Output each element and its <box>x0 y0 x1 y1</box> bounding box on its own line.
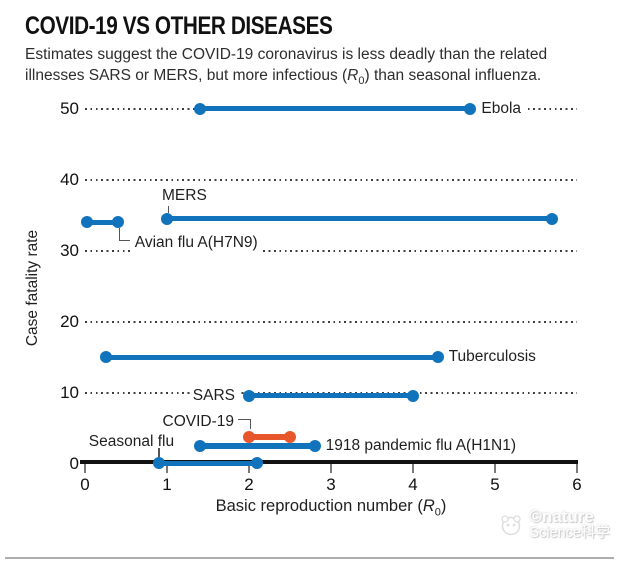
subtitle-line2: illnesses SARS or MERS, but more infecti… <box>25 67 542 88</box>
x-tick-label: 0 <box>80 475 90 494</box>
series-dot-mers-end <box>546 212 559 225</box>
series-line-ebola <box>199 105 471 112</box>
watermark-text: ©nature Science科学 <box>529 508 610 541</box>
label-connector-covid-19 <box>238 419 251 430</box>
series-label-1918-pandemic-flu-a-h1n1: 1918 pandemic flu A(H1N1) <box>322 436 520 456</box>
x-axis-title: Basic reproduction number (R0) <box>215 497 447 519</box>
y-tick-label: 10 <box>60 382 79 402</box>
gridline-40 <box>85 178 577 181</box>
y-tick-label: 40 <box>60 169 79 189</box>
series-dot-seasonal-flu-start <box>152 457 165 470</box>
series-dot-sars-start <box>243 389 255 402</box>
label-connector-seasonal-flu <box>158 448 160 458</box>
x-axis-line <box>80 459 578 464</box>
x-tick-label: 5 <box>490 475 500 494</box>
series-line-covid-19 <box>249 434 290 440</box>
x-tick-label: 1 <box>162 475 172 494</box>
subtitle-line1: Estimates suggest the COVID-19 coronavir… <box>25 46 548 63</box>
y-axis-title: Case fatality rate <box>24 229 41 347</box>
y-tick-label: 20 <box>60 311 79 331</box>
series-line-tuberculosis <box>105 354 438 361</box>
series-dot-tuberculosis-end <box>431 351 444 364</box>
x-axis-tick <box>166 464 168 473</box>
x-axis-tick <box>576 464 578 473</box>
x-axis-tick <box>330 464 332 473</box>
x-tick-label: 3 <box>326 475 336 494</box>
series-dot-seasonal-flu-end <box>251 457 264 470</box>
series-line-1918-pandemic-flu-a-h1n1 <box>199 443 315 449</box>
series-label-avian-flu-a-h7n9: Avian flu A(H7N9) <box>131 233 261 253</box>
y-tick-label: 50 <box>60 98 79 118</box>
series-label-seasonal-flu: Seasonal flu <box>85 432 178 452</box>
series-dot-1918-pandemic-flu-a-h1n1-start <box>193 440 206 453</box>
series-label-covid-19: COVID-19 <box>159 411 237 431</box>
r0-symbol: R <box>347 67 359 84</box>
series-dot-sars-end <box>407 389 419 402</box>
chart-subtitle: Estimates suggest the COVID-19 coronavir… <box>25 44 547 92</box>
series-line-avian-flu-a-h7n9 <box>86 219 118 225</box>
x-tick-label: 4 <box>408 475 418 494</box>
y-tick-label: 0 <box>69 454 79 473</box>
series-dot-ebola-start <box>193 102 206 115</box>
bottom-divider <box>5 557 614 559</box>
watermark: ©nature Science科学 <box>498 508 610 541</box>
gridline-10 <box>85 391 577 394</box>
gridline-30 <box>85 249 577 252</box>
x-axis-tick <box>84 464 86 473</box>
series-dot-mers-start <box>161 212 173 225</box>
series-label-mers: MERS <box>159 185 210 205</box>
x-axis-tick <box>412 464 414 473</box>
series-dot-1918-pandemic-flu-a-h1n1-end <box>308 440 321 453</box>
x-tick-label: 6 <box>572 475 582 494</box>
science-wechat-logo-icon <box>501 514 522 535</box>
series-label-ebola: Ebola <box>478 98 525 118</box>
series-dot-avian-flu-a-h7n9-end <box>111 216 124 229</box>
series-dot-covid-19-start <box>243 430 255 443</box>
watermark-nature: ©nature <box>529 507 594 526</box>
x-tick-label: 2 <box>244 475 254 494</box>
x-axis-tick <box>248 464 250 473</box>
series-line-mers <box>167 215 553 222</box>
series-line-seasonal-flu <box>158 460 258 467</box>
series-dot-avian-flu-a-h7n9-start <box>80 216 93 229</box>
page-title: COVID-19 VS OTHER DISEASES <box>25 12 333 40</box>
watermark-science: Science科学 <box>529 525 610 541</box>
series-label-tuberculosis: Tuberculosis <box>445 347 539 367</box>
label-connector-mers <box>167 205 169 213</box>
series-dot-tuberculosis-start <box>99 351 112 364</box>
series-label-sars: SARS <box>189 385 238 405</box>
y-tick-label: 30 <box>60 240 79 260</box>
series-dot-covid-19-end <box>284 430 296 443</box>
gridline-20 <box>85 320 577 323</box>
x-axis-tick <box>494 464 496 473</box>
r0-symbol: R <box>422 497 435 515</box>
series-line-sars <box>249 392 413 399</box>
label-connector-avian-flu-a-h7n9 <box>118 227 130 241</box>
series-dot-ebola-end <box>464 102 477 115</box>
